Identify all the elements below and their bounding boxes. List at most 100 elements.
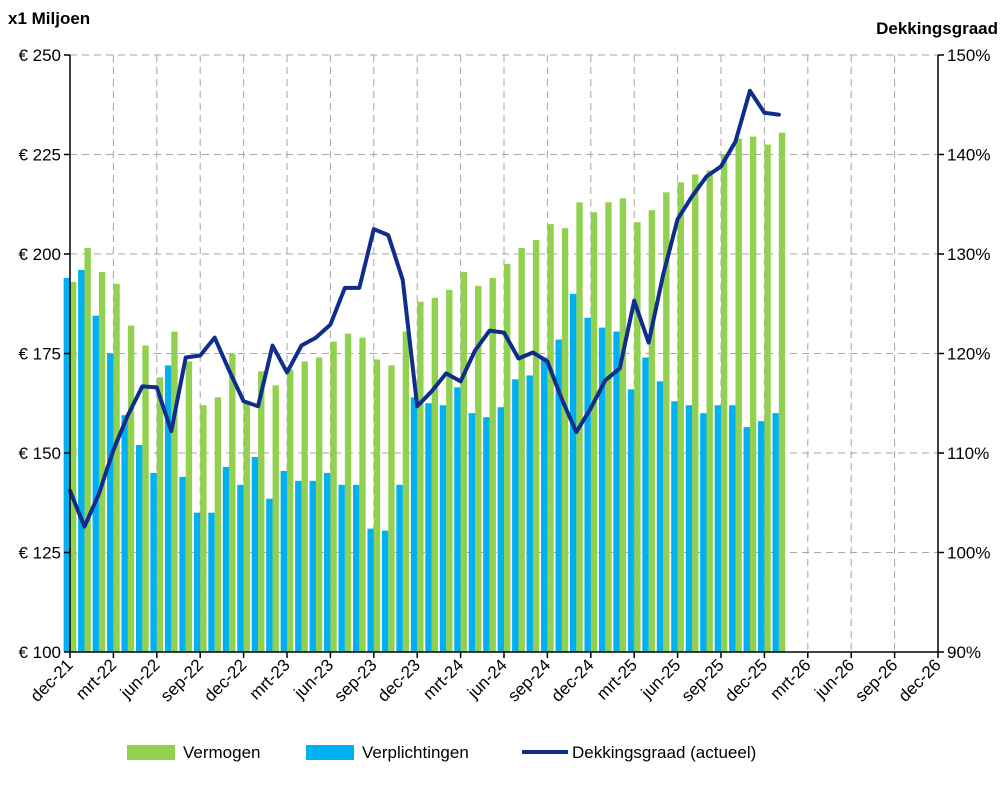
bar-vermogen	[98, 271, 106, 652]
x-tick-label: jun-23	[290, 655, 338, 703]
y-tick-label: € 250	[18, 46, 61, 65]
x-tick-label: mrt-26	[766, 655, 814, 703]
bar-verplichtingen	[92, 315, 99, 652]
dekkingsgraad-line	[68, 88, 781, 529]
bar-verplichtingen	[222, 466, 230, 652]
bar-vermogen	[721, 154, 728, 652]
left-axis-unit-label: x1 Miljoen	[8, 9, 90, 28]
x-tick-label: mrt-24	[419, 655, 467, 703]
y-tick-label: € 125	[18, 544, 61, 563]
bar-vermogen	[619, 198, 627, 652]
bar-vermogen	[70, 281, 77, 652]
bar-verplichtingen	[179, 476, 186, 652]
bar-verplichtingen	[598, 327, 606, 652]
legend-swatch-vermogen	[127, 745, 175, 760]
bar-verplichtingen	[295, 480, 302, 652]
bar-verplichtingen	[193, 512, 201, 652]
x-tick-label: dec-24	[547, 655, 597, 705]
bar-verplichtingen	[541, 357, 548, 652]
bar-verplichtingen	[121, 415, 128, 652]
bar-vermogen	[764, 144, 771, 653]
bar-vermogen	[359, 337, 366, 652]
y2-tick-label: 140%	[947, 146, 990, 165]
bar-vermogen	[475, 285, 482, 652]
x-axis-ticks: dec-21mrt-22jun-22sep-22dec-22mrt-23jun-…	[27, 652, 945, 706]
bar-verplichtingen	[671, 401, 678, 652]
bar-vermogen	[489, 277, 496, 652]
y-tick-label: € 150	[18, 444, 61, 463]
bar-verplichtingen	[135, 445, 143, 652]
bar-vermogen	[272, 385, 279, 652]
x-tick-label: sep-22	[157, 655, 207, 705]
left-axis-ticks: € 100 € 125 € 150 € 175 € 200 € 225 € 250	[18, 46, 70, 662]
x-tick-label: jun-26	[810, 655, 858, 703]
x-tick-label: sep-23	[330, 655, 380, 705]
right-axis-ticks: 90% 100% 110% 120% 130% 140% 150%	[938, 46, 990, 662]
bar-vermogen	[315, 357, 323, 652]
legend-label-verplichtingen: Verplichtingen	[362, 743, 469, 762]
legend: Vermogen Verplichtingen Dekkingsgraad (a…	[127, 743, 756, 762]
bar-verplichtingen	[280, 470, 287, 652]
bar-vermogen	[532, 240, 540, 652]
bar-vermogen	[243, 403, 250, 652]
bar-verplichtingen	[367, 528, 374, 652]
bar-vermogen	[113, 283, 120, 652]
bar-verplichtingen	[656, 381, 664, 652]
bar-verplichtingen	[425, 403, 432, 652]
bar-vermogen	[171, 331, 178, 652]
y2-tick-label: 90%	[947, 643, 981, 662]
y2-tick-label: 110%	[947, 444, 989, 463]
bar-vermogen	[344, 333, 352, 652]
x-tick-label: dec-23	[374, 655, 424, 705]
bar-verplichtingen	[642, 357, 649, 652]
bar-verplichtingen	[743, 427, 750, 652]
x-tick-label: sep-24	[504, 655, 554, 705]
bar-verplichtingen	[454, 387, 461, 652]
x-tick-label: dec-22	[200, 655, 250, 705]
bar-verplichtingen	[439, 405, 447, 652]
dekkingsgraad-line-group	[68, 88, 781, 529]
bar-vermogen	[229, 353, 236, 652]
bar-vermogen	[518, 248, 525, 652]
x-tick-label: mrt-23	[246, 655, 294, 703]
bar-verplichtingen	[410, 397, 418, 652]
bar-verplichtingen	[772, 413, 779, 652]
right-axis-unit-label: Dekkingsgraad	[876, 19, 998, 38]
bar-vermogen	[127, 325, 135, 652]
x-tick-label: sep-26	[851, 655, 901, 705]
bar-verplichtingen	[396, 484, 403, 652]
bar-verplichtingen	[483, 417, 490, 652]
bar-verplichtingen	[164, 365, 172, 652]
bar-vermogen	[677, 182, 684, 653]
bar-vermogen	[634, 222, 641, 652]
x-tick-label: mrt-22	[72, 655, 120, 703]
y-tick-label: € 100	[18, 643, 61, 662]
x-tick-label: mrt-25	[593, 655, 641, 703]
bar-verplichtingen	[700, 413, 707, 652]
bar-verplichtingen	[685, 405, 693, 652]
bar-vermogen	[648, 210, 656, 652]
bar-verplichtingen	[324, 472, 331, 652]
bar-vermogen	[402, 331, 410, 652]
y2-tick-label: 130%	[947, 245, 990, 264]
bars-verplichtingen	[63, 269, 779, 652]
y-tick-label: € 200	[18, 245, 61, 264]
y-tick-label: € 175	[18, 345, 61, 364]
bar-vermogen	[749, 136, 757, 653]
bar-vermogen	[185, 361, 193, 652]
bar-vermogen	[735, 138, 742, 652]
y2-tick-label: 100%	[947, 544, 990, 563]
bar-vermogen	[706, 170, 713, 653]
bar-vermogen	[460, 271, 467, 652]
y2-tick-label: 150%	[947, 46, 990, 65]
x-tick-label: dec-25	[721, 655, 771, 705]
bar-vermogen	[431, 297, 439, 652]
bar-vermogen	[258, 371, 265, 652]
bar-vermogen	[373, 359, 381, 652]
bar-verplichtingen	[497, 407, 504, 652]
bar-verplichtingen	[468, 413, 476, 652]
bar-vermogen	[84, 248, 91, 652]
bar-verplichtingen	[729, 405, 736, 652]
x-tick-label: jun-24	[463, 655, 511, 703]
